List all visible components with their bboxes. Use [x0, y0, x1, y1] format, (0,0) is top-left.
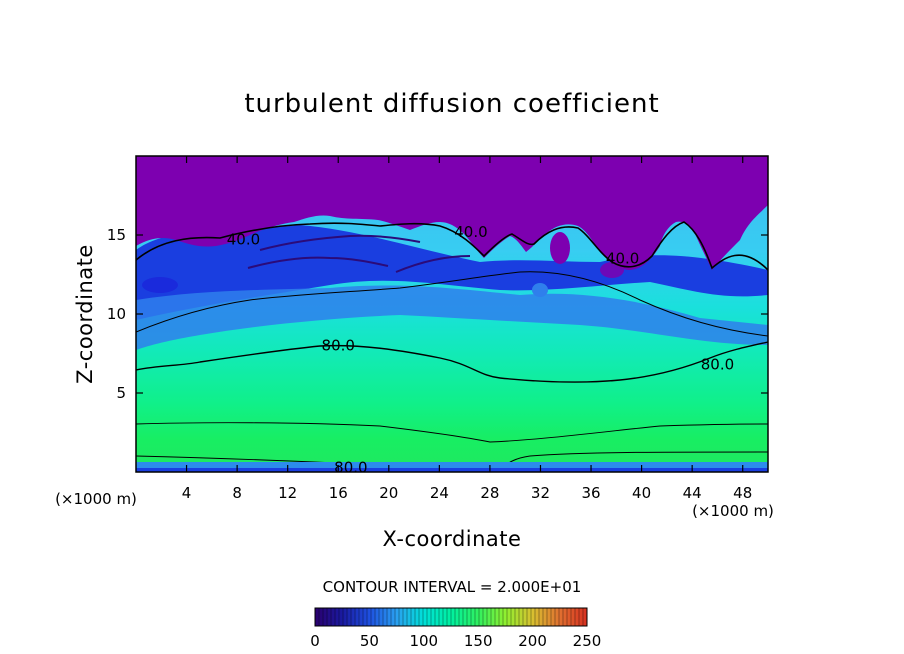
chart-title: turbulent diffusion coefficient: [244, 89, 659, 119]
x-tick-label: 36: [581, 484, 600, 502]
contour-label: 80.0: [322, 337, 355, 355]
x-axis: 4 8 12 16 20 24 28 32 36 40 44 48: [182, 156, 752, 502]
x-tick-label: 44: [683, 484, 702, 502]
mid-blue-band: [136, 285, 768, 350]
y-axis: 5 10 15: [107, 226, 768, 402]
x-tick-label: 4: [182, 484, 192, 502]
swirl-2: [600, 262, 624, 278]
wisp-3: [395, 255, 471, 273]
contour-line-40: [136, 221, 768, 271]
contour-labels: 40.0 40.0 40.0 80.0 80.0 80.0: [227, 223, 734, 476]
x-tick-label: 40: [632, 484, 651, 502]
contour-label: 40.0: [454, 223, 487, 241]
x-tick-label: 24: [430, 484, 449, 502]
contour-line-100: [136, 422, 768, 443]
x-tick-label: 28: [480, 484, 499, 502]
contour-line-surface: [499, 451, 768, 471]
y-tick-label: 15: [107, 226, 126, 244]
contour-label: 80.0: [334, 458, 367, 476]
x-tick-label: 48: [733, 484, 752, 502]
colorbar-tick-label: 250: [573, 632, 602, 650]
contour-interval-text: CONTOUR INTERVAL = 2.000E+01: [323, 578, 582, 596]
contour-label: 40.0: [606, 250, 639, 268]
colorbar-tick-label: 0: [310, 632, 320, 650]
colorbar-frame: [314, 607, 588, 627]
x-tick-label: 12: [278, 484, 297, 502]
colorbar-tick-label: 50: [360, 632, 379, 650]
contour-label: 80.0: [701, 356, 734, 374]
surface-layer-bottom: [136, 468, 768, 472]
x-tick-label: 8: [232, 484, 242, 502]
wisp-1: [247, 256, 389, 269]
colorbar-stripes: [318, 608, 584, 626]
y-tick-label: 5: [116, 384, 126, 402]
colorbar-ticks: 0 50 100 150 200 250: [310, 632, 601, 650]
colorbar-tick-label: 150: [464, 632, 493, 650]
y-tick-label: 10: [107, 305, 126, 323]
colorbar-tick-label: 100: [409, 632, 438, 650]
deep-blue-band: [136, 225, 768, 320]
plot-area: [136, 156, 768, 472]
x-tick-label: 32: [531, 484, 550, 502]
surface-layer: [136, 462, 768, 472]
swirl-3: [142, 277, 178, 293]
contour-label: 40.0: [227, 231, 260, 249]
y-axis-label: Z-coordinate: [73, 244, 97, 384]
swirl-4: [532, 283, 548, 297]
contour-line-80: [136, 341, 768, 383]
colorbar-tick-label: 200: [518, 632, 547, 650]
x-tick-label: 16: [329, 484, 348, 502]
top-purple-layer: [136, 156, 768, 270]
x-unit-left: (×1000 m): [55, 490, 137, 508]
contour-line-60: [136, 271, 768, 337]
x-unit-right: (×1000 m): [692, 502, 774, 520]
x-axis-label: X-coordinate: [383, 527, 522, 551]
wisp-2: [259, 234, 421, 251]
x-tick-label: 20: [379, 484, 398, 502]
swirl-1: [550, 232, 570, 264]
